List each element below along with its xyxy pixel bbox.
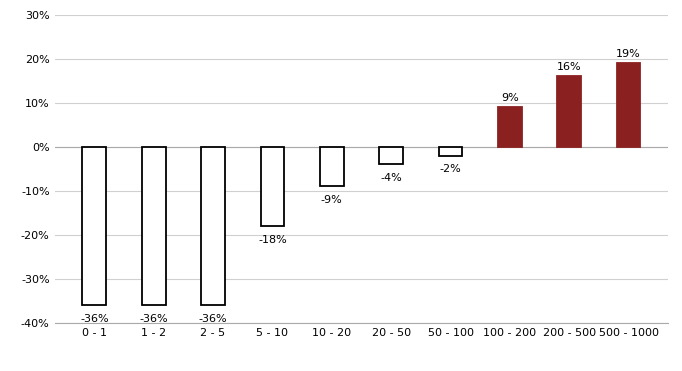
Bar xyxy=(261,147,284,226)
Bar xyxy=(83,147,106,305)
Text: -36%: -36% xyxy=(139,314,168,324)
Text: -36%: -36% xyxy=(198,314,227,324)
Text: -2%: -2% xyxy=(440,164,462,174)
Bar xyxy=(557,76,581,147)
Bar xyxy=(617,63,640,147)
Bar xyxy=(142,147,166,305)
Text: 19%: 19% xyxy=(617,49,641,59)
Bar xyxy=(498,107,522,147)
Bar xyxy=(439,147,462,155)
Text: 16%: 16% xyxy=(557,62,582,72)
Text: -36%: -36% xyxy=(80,314,108,324)
Bar xyxy=(320,147,344,186)
Bar xyxy=(201,147,225,305)
Bar xyxy=(379,147,403,164)
Text: -18%: -18% xyxy=(258,235,287,245)
Text: 9%: 9% xyxy=(501,93,519,103)
Text: -4%: -4% xyxy=(381,173,402,183)
Text: -9%: -9% xyxy=(321,195,342,205)
